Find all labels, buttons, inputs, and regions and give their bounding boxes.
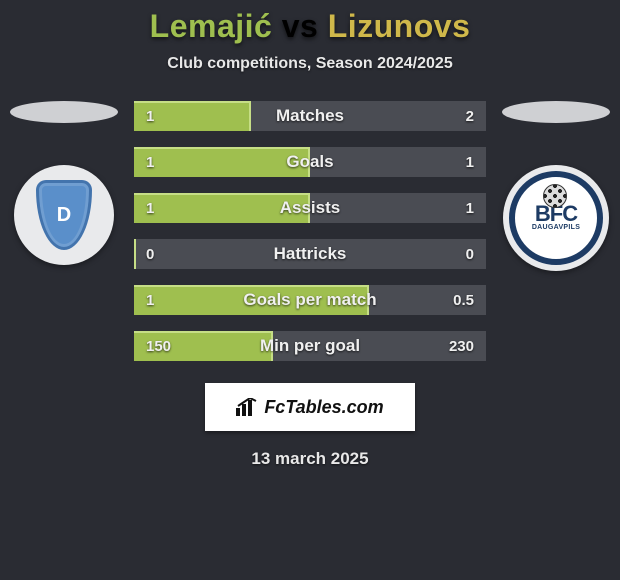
left-oval-decor	[10, 101, 118, 123]
stat-label: Matches	[134, 101, 486, 131]
stat-label: Assists	[134, 193, 486, 223]
left-team-shield: D	[36, 180, 92, 250]
stat-row: 10.5Goals per match	[134, 285, 486, 315]
right-badge-bottom-text: DAUGAVPILS	[532, 224, 580, 231]
stat-row: 11Goals	[134, 147, 486, 177]
stat-label: Min per goal	[134, 331, 486, 361]
stat-row: 150230Min per goal	[134, 331, 486, 361]
player2-name: Lizunovs	[328, 8, 471, 44]
right-oval-decor	[502, 101, 610, 123]
left-team-col: D	[4, 101, 124, 265]
stat-row: 11Assists	[134, 193, 486, 223]
soccer-ball-icon	[543, 184, 567, 208]
right-team-badge: BFC DAUGAVPILS	[503, 165, 609, 271]
vs-text: vs	[272, 8, 327, 44]
left-shield-letter: D	[57, 204, 71, 227]
date-text: 13 march 2025	[0, 449, 620, 469]
page-title: Lemajić vs Lizunovs	[0, 8, 620, 45]
chart-icon	[236, 398, 258, 416]
stat-label: Hattricks	[134, 239, 486, 269]
brand-badge[interactable]: FcTables.com	[205, 383, 415, 431]
right-team-col: BFC DAUGAVPILS	[496, 101, 616, 271]
stat-row: 00Hattricks	[134, 239, 486, 269]
right-badge-inner: BFC DAUGAVPILS	[509, 171, 603, 265]
stat-row: 12Matches	[134, 101, 486, 131]
subtitle: Club competitions, Season 2024/2025	[0, 55, 620, 73]
player1-name: Lemajić	[150, 8, 273, 44]
main-row: D 12Matches 11Goals 11Assists 00Hattricks 10…	[0, 101, 620, 377]
comparison-card: Lemajić vs Lizunovs Club competitions, S…	[0, 0, 620, 469]
left-team-badge: D	[14, 165, 114, 265]
stat-label: Goals per match	[134, 285, 486, 315]
stat-label: Goals	[134, 147, 486, 177]
stat-bars: 12Matches 11Goals 11Assists 00Hattricks 10.5…	[124, 101, 496, 377]
brand-text: FcTables.com	[264, 397, 383, 418]
